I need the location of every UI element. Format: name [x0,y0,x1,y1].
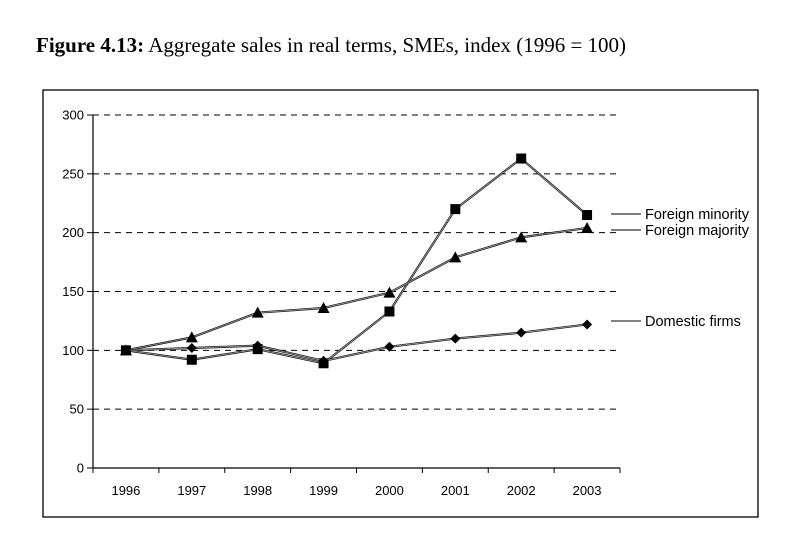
y-axis-ticks: 0 50 100 150 200 250 300 [62,108,93,476]
legend-item: Foreign majority [611,223,750,239]
series-foreign-majority [119,221,594,356]
x-tick-label: 1996 [111,483,140,498]
data-point-diamond [450,333,461,344]
data-point-triangle [251,306,264,318]
legend-label: Foreign majority [645,223,750,239]
data-point-triangle [515,231,528,243]
data-point-triangle [185,331,198,343]
legend-item: Domestic firms [611,314,741,330]
data-point-triangle [383,286,396,298]
x-tick-label: 1998 [243,483,272,498]
series-line-core [125,324,588,362]
data-point-diamond [516,327,527,338]
x-tick-label: 1997 [177,483,206,498]
x-tick-label: 2002 [507,483,536,498]
series-line-core [125,158,588,364]
data-point-triangle [317,301,330,313]
series-domestic-firms [120,319,593,366]
data-point-diamond [120,345,131,356]
data-point-square [516,153,527,164]
y-tick-label: 200 [62,225,84,240]
legend-label: Foreign minority [645,207,750,223]
x-axis-ticks: 1996 1997 1998 1999 2000 2001 2002 2003 [92,468,621,498]
data-point-square [384,306,395,317]
y-tick-label: 300 [62,108,84,123]
y-tick-label: 250 [62,166,84,181]
x-tick-label: 2001 [441,483,470,498]
data-point-square [582,210,593,221]
figure-title: Figure 4.13: Aggregate sales in real ter… [36,33,626,58]
y-tick-label: 0 [77,461,84,476]
series-line-core [125,227,588,351]
data-point-diamond [384,341,395,352]
legend-item: Foreign minority [611,207,750,223]
data-point-triangle [581,221,594,233]
figure-caption: Aggregate sales in real terms, SMEs, ind… [148,33,627,57]
y-tick-label: 100 [62,343,84,358]
data-point-square [186,354,197,365]
data-point-triangle [449,251,462,263]
series-group [119,153,594,369]
data-point-diamond [252,340,263,351]
x-tick-label: 2003 [573,483,602,498]
y-tick-label: 150 [62,284,84,299]
data-point-diamond [318,355,329,366]
legend-label: Domestic firms [645,314,741,330]
gridlines [93,114,620,410]
data-point-diamond [582,319,593,330]
data-point-square [450,204,461,215]
x-tick-label: 1999 [309,483,338,498]
chart-frame [42,89,759,518]
data-point-diamond [186,342,197,353]
figure-label: Figure 4.13: [36,33,145,57]
y-tick-label: 50 [70,402,84,417]
x-tick-label: 2000 [375,483,404,498]
